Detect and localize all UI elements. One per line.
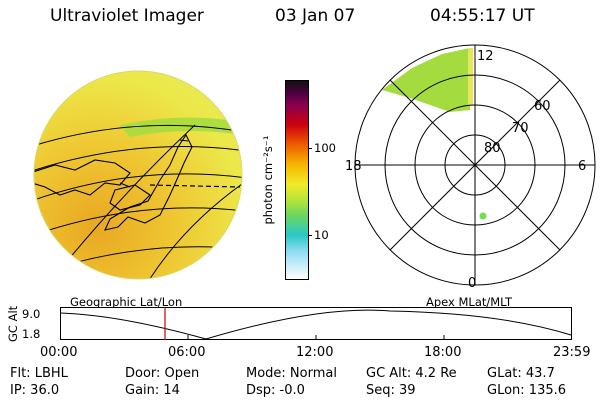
alt-xtick-1800: 18:00 bbox=[424, 345, 462, 360]
time-label: 04:55:17 UT bbox=[430, 6, 535, 26]
lat-label-70: 70 bbox=[512, 121, 529, 136]
alt-xtick-2359: 23:59 bbox=[553, 345, 591, 360]
coastline-korea bbox=[109, 184, 151, 211]
status-gain: Gain: 14 bbox=[125, 383, 180, 398]
lat-label-80: 80 bbox=[484, 141, 501, 156]
earth-disk-image bbox=[33, 70, 243, 280]
status-dsp: Dsp: -0.0 bbox=[246, 383, 305, 398]
mlt-label-6: 6 bbox=[578, 159, 586, 174]
altitude-plot bbox=[60, 307, 572, 340]
instrument-title: Ultraviolet Imager bbox=[50, 6, 204, 26]
polar-plot: 12 18 6 0 60 70 80 bbox=[345, 44, 596, 291]
status-glon: GLon: 135.6 bbox=[487, 383, 567, 398]
colorbar-tick-10: 10 bbox=[314, 228, 329, 242]
colorbar bbox=[285, 80, 309, 280]
coastline-asia bbox=[34, 159, 131, 196]
coastline-japan bbox=[104, 133, 193, 231]
apex-label: Apex MLat/MLT bbox=[426, 295, 513, 309]
mlt-label-18: 18 bbox=[345, 159, 362, 174]
alt-ylabel: GC Alt bbox=[6, 305, 20, 342]
subsatellite-point bbox=[479, 212, 487, 220]
lat-label-60: 60 bbox=[534, 99, 551, 114]
alt-ytick-high: 9.0 bbox=[22, 307, 41, 321]
status-glat: GLat: 43.7 bbox=[487, 366, 555, 381]
geographic-label: Geographic Lat/Lon bbox=[70, 295, 183, 309]
altitude-curve bbox=[60, 309, 572, 340]
colorbar-unit-label: photon cm⁻²s⁻¹ bbox=[261, 135, 275, 225]
status-seq: Seq: 39 bbox=[366, 383, 416, 398]
aurora-band bbox=[120, 117, 242, 137]
alt-xtick-1200: 12:00 bbox=[296, 345, 334, 360]
alt-xtick-0000: 00:00 bbox=[40, 345, 78, 360]
colorbar-tick-100: 100 bbox=[314, 141, 336, 155]
polar-aurora-image bbox=[382, 48, 470, 112]
mlt-label-0: 0 bbox=[468, 276, 476, 291]
status-gc-alt: GC Alt: 4.2 Re bbox=[366, 366, 457, 381]
status-door: Door: Open bbox=[125, 366, 200, 381]
status-ip: IP: 36.0 bbox=[10, 383, 60, 398]
alt-ytick-low: 1.8 bbox=[22, 327, 41, 341]
mlt-label-12: 12 bbox=[477, 49, 494, 64]
alt-xtick-0600: 06:00 bbox=[168, 345, 206, 360]
status-mode: Mode: Normal bbox=[246, 366, 337, 381]
status-filter: Flt: LBHL bbox=[10, 366, 68, 381]
date-label: 03 Jan 07 bbox=[275, 6, 356, 26]
